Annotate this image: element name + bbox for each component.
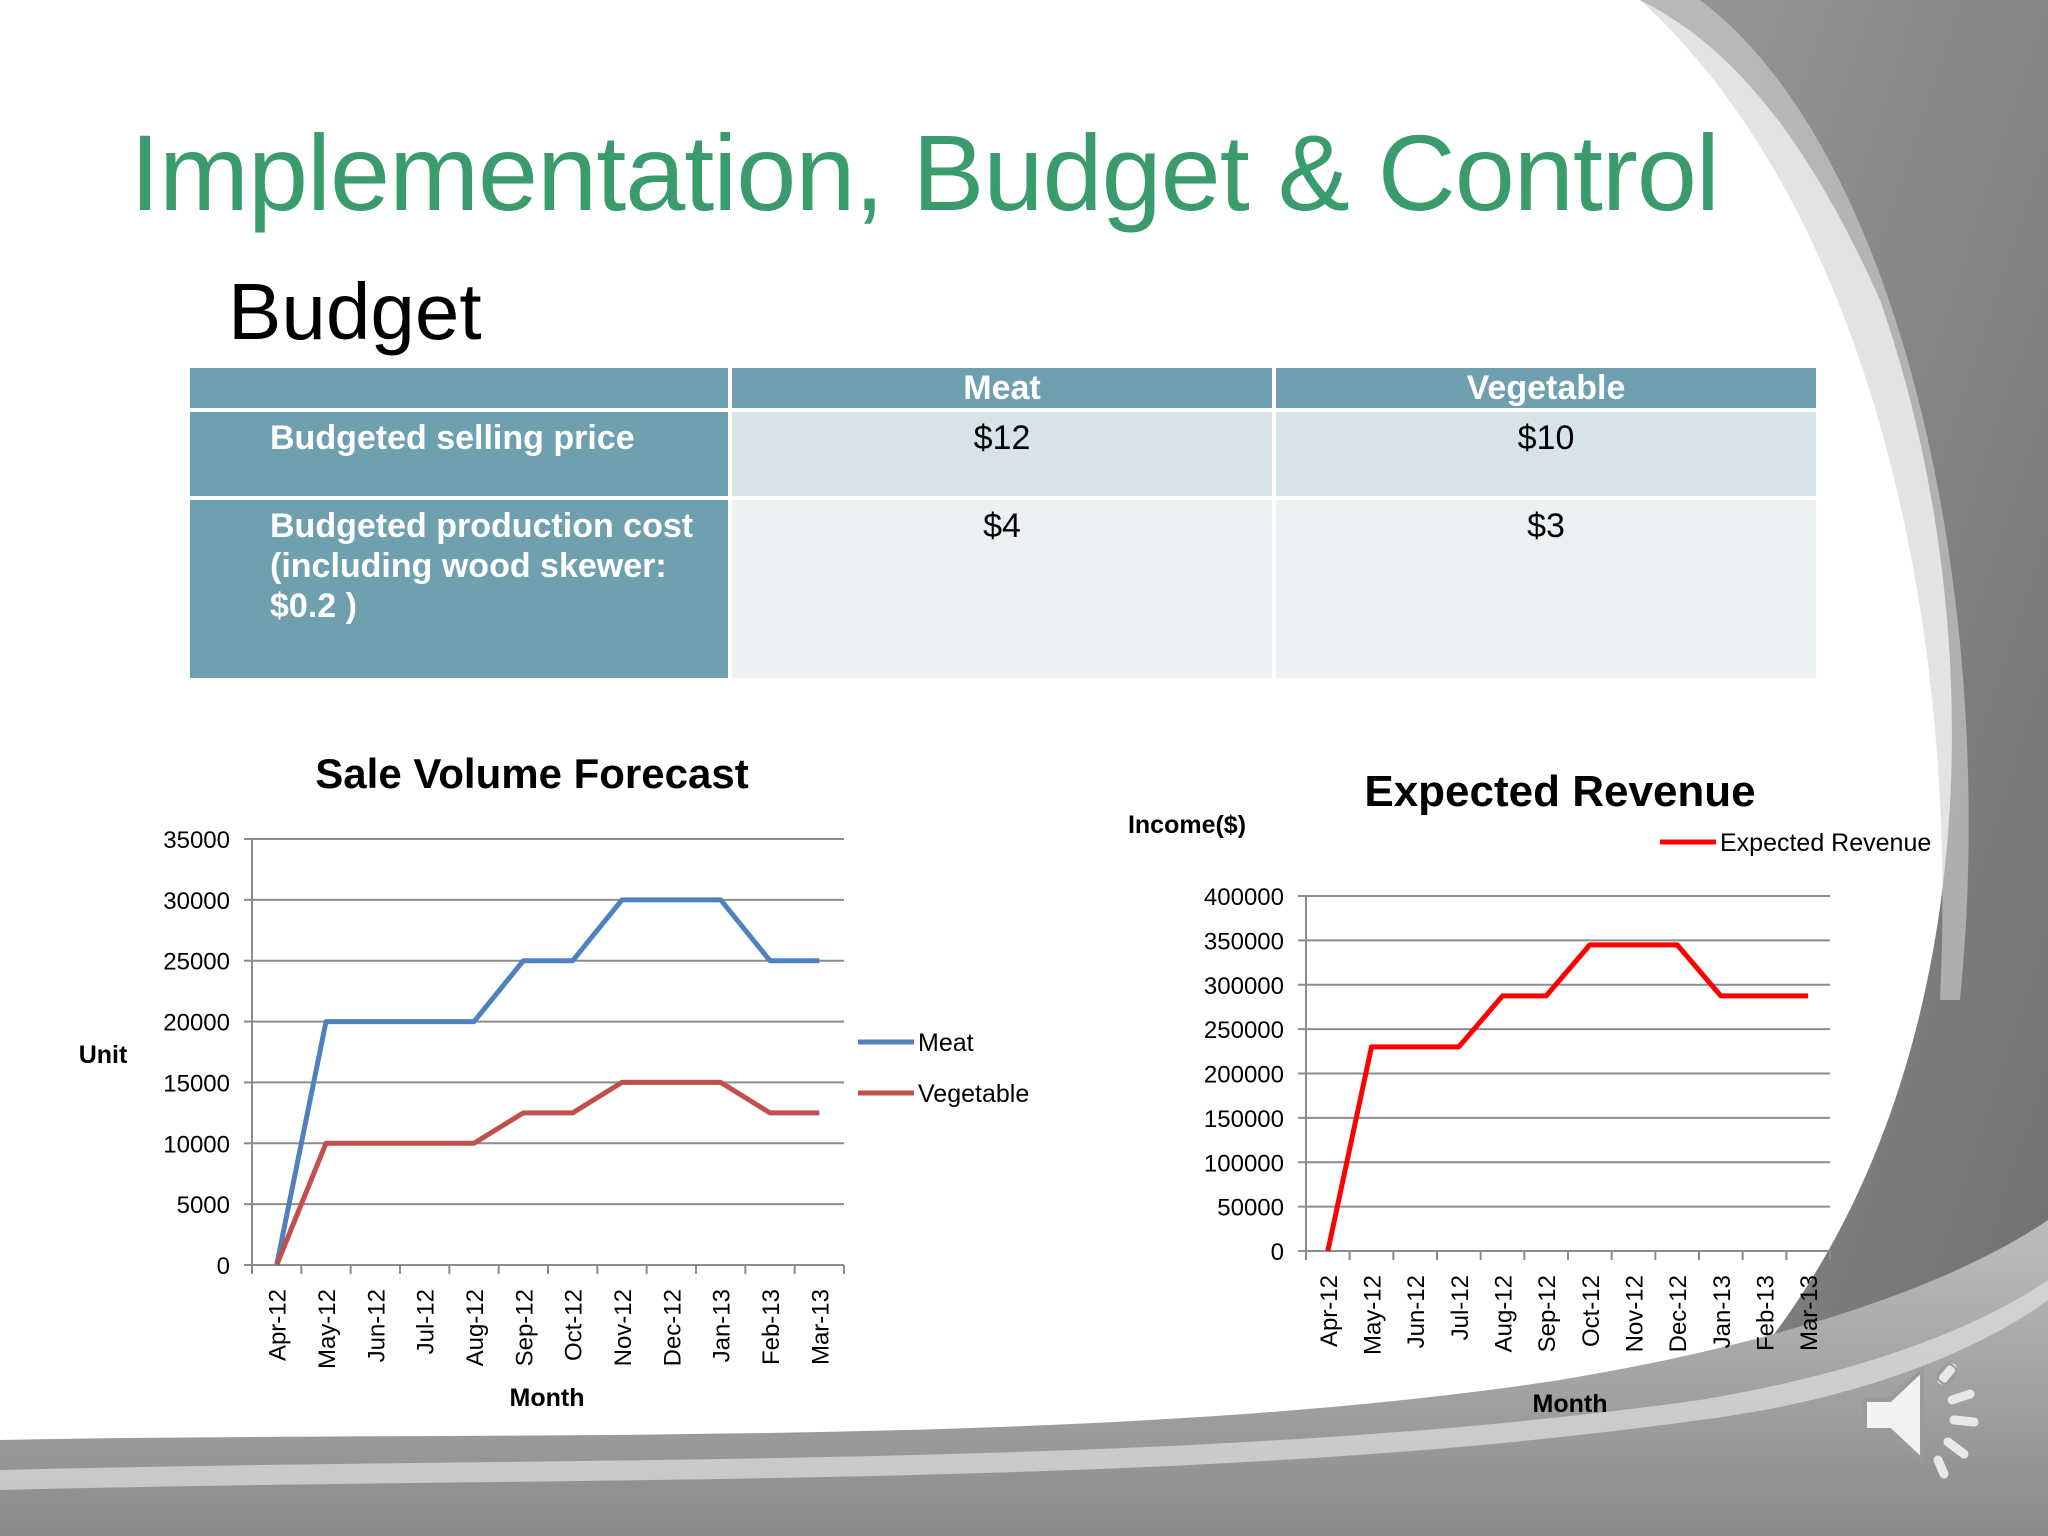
y-tick-label: 35000	[163, 827, 230, 854]
y-tick-label: 350000	[1204, 928, 1284, 955]
right-swoosh	[1540, 0, 2048, 1536]
legend-label: Expected Revenue	[1720, 829, 1931, 857]
y-tick-label: 20000	[163, 1010, 230, 1037]
bottom-wave-light	[0, 1280, 2048, 1490]
table-header-vegetable: Vegetable	[1272, 364, 1820, 412]
series-line-vegetable	[274, 1079, 820, 1266]
y-axis-label: Unit	[79, 1041, 128, 1069]
x-tick-label: Mar-13	[1796, 1275, 1823, 1351]
x-tick-label: Nov-12	[610, 1289, 637, 1366]
y-tick-label: 0	[1271, 1239, 1284, 1266]
x-tick-label: Jul-12	[1447, 1275, 1474, 1340]
cell-vegetable-selling-price: $10	[1272, 408, 1820, 500]
y-tick-label: 250000	[1204, 1017, 1284, 1044]
slide-title: Implementation, Budget & Control	[130, 112, 1720, 233]
y-tick-label: 200000	[1204, 1062, 1284, 1089]
x-tick-label: Aug-12	[462, 1289, 489, 1366]
legend-label: Meat	[918, 1029, 974, 1057]
x-tick-label: Dec-12	[659, 1289, 686, 1366]
table-row: Budgeted selling price $12 $10	[186, 408, 1820, 500]
y-tick-label: 30000	[163, 888, 230, 915]
speaker-icon[interactable]	[1860, 1350, 1990, 1480]
slide-subtitle: Budget	[228, 267, 482, 356]
table-header-meat: Meat	[728, 364, 1276, 412]
y-axis-label: Income($)	[1128, 811, 1246, 839]
y-tick-label: 400000	[1204, 884, 1284, 911]
x-tick-label: Jan-13	[1709, 1275, 1736, 1348]
x-tick-label: Feb-13	[1753, 1275, 1780, 1351]
table-header-blank	[186, 364, 732, 412]
x-tick-label: Nov-12	[1622, 1275, 1649, 1352]
budget-table: Meat Vegetable Budgeted selling price $1…	[186, 364, 1820, 682]
series-line-meat	[274, 897, 820, 1266]
y-tick-label: 300000	[1204, 973, 1284, 1000]
table-header-row: Meat Vegetable	[186, 364, 1820, 412]
y-tick-label: 50000	[1217, 1195, 1284, 1222]
table-row: Budgeted production cost (including wood…	[186, 496, 1820, 682]
bottom-wave	[0, 1220, 2048, 1536]
cell-meat-selling-price: $12	[728, 408, 1276, 500]
cell-meat-production-cost: $4	[728, 496, 1276, 682]
x-tick-label: Jul-12	[413, 1289, 440, 1354]
x-tick-label: Sep-12	[511, 1289, 538, 1366]
chart-title: Sale Volume Forecast	[315, 750, 748, 797]
y-tick-label: 25000	[163, 949, 230, 976]
series-line-expected-revenue	[1325, 942, 1809, 1252]
x-tick-label: Aug-12	[1491, 1275, 1518, 1352]
y-tick-label: 100000	[1204, 1150, 1284, 1177]
x-tick-label: May-12	[314, 1289, 341, 1369]
x-tick-label: May-12	[1360, 1275, 1387, 1355]
x-tick-label: Apr-12	[265, 1289, 292, 1361]
x-tick-label: Jun-12	[363, 1289, 390, 1362]
row-label-selling-price: Budgeted selling price	[186, 408, 732, 500]
right-swoosh-highlight	[1640, 0, 1969, 1000]
x-tick-label: Mar-13	[807, 1289, 834, 1365]
sale-volume-chart: Sale Volume Forecast Unit Month 0 5000 100…	[79, 750, 1030, 1412]
y-tick-label: 0	[217, 1253, 230, 1280]
x-tick-label: Oct-12	[1578, 1275, 1605, 1347]
y-tick-label: 15000	[163, 1070, 230, 1097]
y-tick-label: 5000	[177, 1192, 230, 1219]
chart-title: Expected Revenue	[1364, 767, 1755, 816]
row-label-production-cost: Budgeted production cost (including wood…	[186, 496, 732, 682]
x-tick-label: Feb-13	[758, 1289, 785, 1365]
x-tick-label: Jan-13	[709, 1289, 736, 1362]
expected-revenue-chart: Expected Revenue Income($) Month 0 50000 1…	[1128, 767, 1931, 1418]
x-tick-label: Oct-12	[561, 1289, 588, 1361]
y-tick-label: 10000	[163, 1131, 230, 1158]
x-tick-label: Dec-12	[1665, 1275, 1692, 1352]
y-tick-label: 150000	[1204, 1106, 1284, 1133]
x-axis-label: Month	[1533, 1390, 1608, 1418]
x-axis-label: Month	[510, 1384, 585, 1412]
x-tick-label: Apr-12	[1316, 1275, 1343, 1347]
x-tick-label: Jun-12	[1403, 1275, 1430, 1348]
legend-label: Vegetable	[918, 1080, 1029, 1108]
cell-vegetable-production-cost: $3	[1272, 496, 1820, 682]
x-tick-label: Sep-12	[1534, 1275, 1561, 1352]
